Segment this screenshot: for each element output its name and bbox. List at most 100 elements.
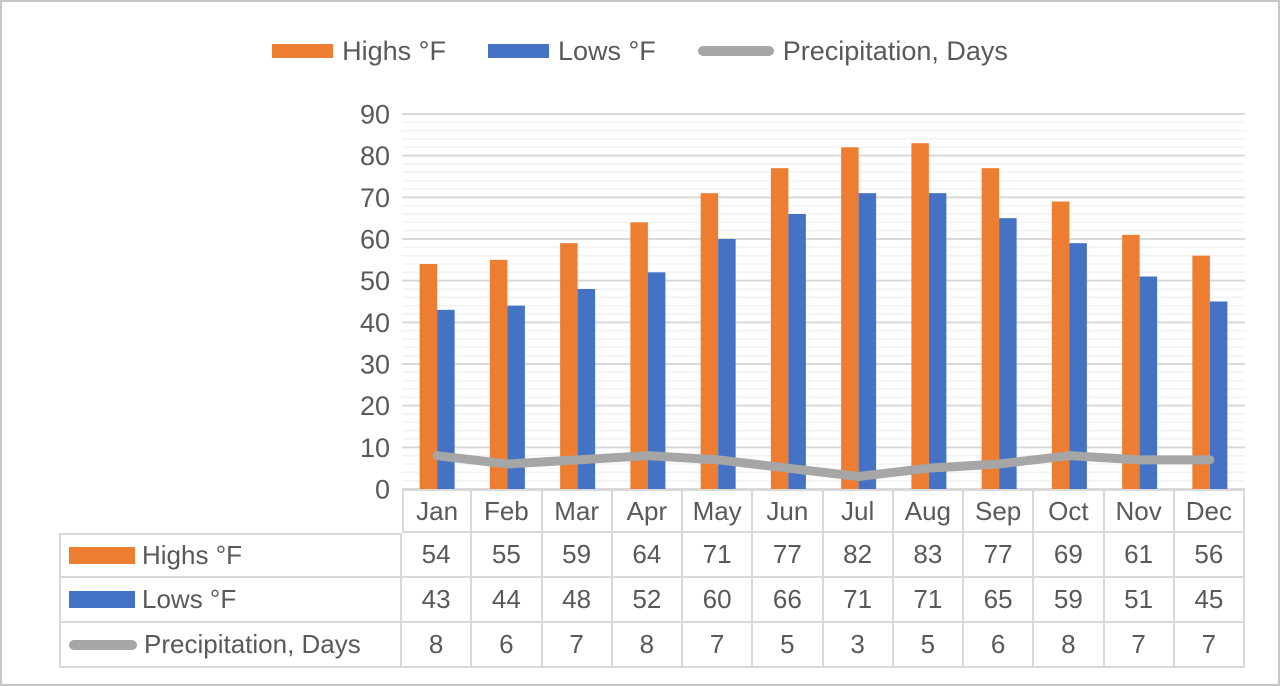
bar xyxy=(647,272,666,489)
major-gridlines xyxy=(402,113,1245,490)
table-value-sep: 6 xyxy=(964,623,1035,668)
y-tick-label: 70 xyxy=(360,183,390,213)
table-value-jul: 3 xyxy=(823,623,894,668)
y-tick-label: 90 xyxy=(360,99,390,129)
table-value-nov: 61 xyxy=(1104,533,1175,578)
y-tick-label: 10 xyxy=(360,433,390,463)
table-value-jun: 77 xyxy=(753,533,824,578)
table-value-sep: 65 xyxy=(964,578,1035,623)
y-axis-labels: 0 10 20 30 40 50 60 70 80 90 xyxy=(360,99,390,504)
table-value-jun: 5 xyxy=(753,623,824,668)
bar xyxy=(928,193,947,489)
table-value-jan: 43 xyxy=(402,578,473,623)
bar xyxy=(1122,234,1140,489)
bar xyxy=(1069,243,1087,489)
bar xyxy=(700,193,719,489)
bar xyxy=(1209,301,1228,489)
bar xyxy=(437,309,455,489)
legend-item-precipitation: Precipitation, Days xyxy=(697,35,1008,66)
highs-bars xyxy=(419,143,1210,490)
month-header-mar: Mar xyxy=(542,489,613,533)
table-value-apr: 52 xyxy=(612,578,683,623)
table-value-aug: 5 xyxy=(893,623,964,668)
table-key-swatch-icon xyxy=(69,591,135,608)
table-value-nov: 51 xyxy=(1104,578,1175,623)
table-value-nov: 7 xyxy=(1104,623,1175,668)
bar xyxy=(1192,255,1210,489)
table-row-key-precipitation: Precipitation, Days xyxy=(59,623,402,668)
legend-label-highs: Highs °F xyxy=(342,35,446,66)
table-value-jul: 71 xyxy=(823,578,894,623)
bar xyxy=(788,214,806,489)
table-value-may: 71 xyxy=(683,533,754,578)
table-value-aug: 83 xyxy=(893,533,964,578)
bar xyxy=(841,147,859,490)
bar xyxy=(911,143,929,489)
bar xyxy=(419,264,438,489)
table-value-apr: 8 xyxy=(612,623,683,668)
table-value-jan: 8 xyxy=(402,623,473,668)
month-header-may: May xyxy=(683,489,754,533)
table-corner-spacer xyxy=(59,489,402,533)
table-value-oct: 69 xyxy=(1034,533,1105,578)
table-value-feb: 55 xyxy=(472,533,543,578)
table-key-swatch-icon xyxy=(69,547,135,564)
month-header-oct: Oct xyxy=(1034,489,1105,533)
bar xyxy=(718,239,736,489)
bar xyxy=(560,243,578,489)
month-header-nov: Nov xyxy=(1104,489,1175,533)
y-tick-label: 40 xyxy=(360,308,390,338)
y-tick-label: 60 xyxy=(360,224,390,254)
table-value-feb: 6 xyxy=(472,623,543,668)
bar xyxy=(1051,201,1070,489)
bar xyxy=(577,289,596,489)
table-value-aug: 71 xyxy=(893,578,964,623)
table-row-label: Lows °F xyxy=(142,584,237,614)
y-tick-label: 0 xyxy=(375,474,390,504)
bar xyxy=(630,222,648,490)
legend-label-precipitation: Precipitation, Days xyxy=(782,35,1008,66)
table-value-feb: 44 xyxy=(472,578,543,623)
bar xyxy=(489,259,508,489)
table-value-sep: 77 xyxy=(964,533,1035,578)
month-header-apr: Apr xyxy=(612,489,683,533)
table-value-mar: 7 xyxy=(542,623,613,668)
legend-item-highs: Highs °F xyxy=(272,35,446,66)
y-tick-label: 20 xyxy=(360,391,390,421)
table-value-jul: 82 xyxy=(823,533,894,578)
bar xyxy=(858,193,877,489)
table-value-jun: 66 xyxy=(753,578,824,623)
legend-label-lows: Lows °F xyxy=(557,35,656,66)
bar xyxy=(1139,276,1158,489)
bar xyxy=(507,305,525,489)
legend-item-lows: Lows °F xyxy=(487,35,656,66)
y-tick-label: 80 xyxy=(360,141,390,171)
table-value-oct: 59 xyxy=(1034,578,1105,623)
table-value-mar: 59 xyxy=(542,533,613,578)
month-header-feb: Feb xyxy=(472,489,543,533)
table-value-may: 7 xyxy=(683,623,754,668)
table-value-dec: 45 xyxy=(1174,578,1245,623)
bar xyxy=(770,168,789,489)
chart-legend: Highs °F Lows °F Precipitation, Days xyxy=(2,35,1278,67)
table-value-oct: 8 xyxy=(1034,623,1105,668)
month-header-dec: Dec xyxy=(1174,489,1245,533)
highs-legend-swatch-icon xyxy=(272,44,334,58)
bar xyxy=(981,168,1000,489)
table-row-label: Precipitation, Days xyxy=(144,629,361,659)
minor-gridlines xyxy=(402,121,1245,482)
table-value-apr: 64 xyxy=(612,533,683,578)
precipitation-legend-swatch-icon xyxy=(697,46,774,56)
month-header-jul: Jul xyxy=(823,489,894,533)
y-tick-label: 30 xyxy=(360,349,390,379)
table-row-key-highs: Highs °F xyxy=(59,533,402,578)
table-value-mar: 48 xyxy=(542,578,613,623)
precipitation-line xyxy=(432,451,1215,481)
month-header-aug: Aug xyxy=(893,489,964,533)
table-value-jan: 54 xyxy=(402,533,473,578)
table-value-may: 60 xyxy=(683,578,754,623)
lows-bars xyxy=(437,193,1228,489)
month-header-jan: Jan xyxy=(402,489,473,533)
